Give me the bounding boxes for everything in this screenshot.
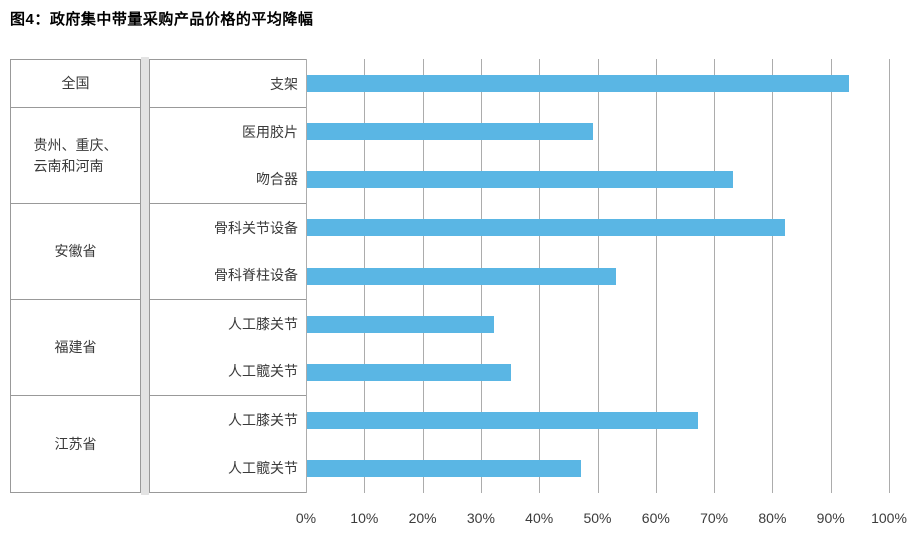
- region-column: 全国贵州、重庆、 云南和河南安徽省福建省江苏省: [10, 59, 141, 493]
- x-tick-label: 0%: [295, 510, 317, 526]
- region-label-line: 安徽省: [54, 243, 97, 259]
- region-cell: 全国: [11, 60, 140, 108]
- product-label: 人工髋关节: [228, 460, 298, 476]
- region-cell: 安徽省: [11, 204, 140, 300]
- product-cell: 骨科关节设备 骨科脊柱设备: [150, 204, 306, 300]
- product-cell: 人工膝关节人工髋关节: [150, 300, 306, 396]
- product-label: 人工膝关节: [228, 412, 298, 428]
- region-cell: 贵州、重庆、 云南和河南: [11, 108, 140, 204]
- bar: [307, 460, 581, 478]
- region-label: 全国: [62, 73, 90, 94]
- bar: [307, 315, 494, 333]
- product-label: 骨科关节设备: [214, 219, 298, 236]
- x-tick-label: 80%: [758, 510, 787, 526]
- x-tick-label: 100%: [871, 510, 907, 526]
- product-label: 骨科脊柱设备: [214, 267, 298, 284]
- bar: [307, 267, 616, 285]
- gridline: [772, 59, 774, 493]
- region-label-line: 江苏省: [54, 435, 97, 452]
- product-label: 支架: [270, 75, 298, 92]
- x-tick-label: 90%: [816, 510, 845, 526]
- product-cell: 人工膝关节人工髋关节: [150, 396, 306, 492]
- bar: [307, 74, 850, 92]
- bar: [307, 219, 786, 237]
- x-tick-label: 40%: [525, 510, 554, 526]
- product-label: 医用胶片: [242, 123, 298, 140]
- x-tick-label: 30%: [466, 510, 495, 526]
- bar: [307, 171, 733, 189]
- chart-title: 图4：政府集中带量采购产品价格的平均降幅: [10, 11, 314, 28]
- region-label-line: 全国: [61, 75, 90, 91]
- product-cell: 支架: [150, 60, 306, 108]
- gridline: [889, 59, 890, 493]
- region-label: 福建省: [55, 337, 97, 358]
- gridline: [306, 59, 307, 493]
- column-spacer: [141, 57, 149, 495]
- x-tick-label: 60%: [641, 510, 670, 526]
- region-label-line: 福建省: [54, 339, 97, 355]
- region-cell: 福建省: [11, 300, 140, 396]
- gridline: [714, 59, 716, 493]
- bar: [307, 122, 593, 140]
- region-cell: 江苏省: [11, 396, 140, 492]
- bar: [307, 363, 512, 381]
- product-cell: 医用胶片吻合器: [150, 108, 306, 204]
- x-axis: 0% 10% 20% 30% 40% 50% 60% 70% 80% 90% 100%: [296, 510, 916, 532]
- plot-area: [306, 59, 890, 493]
- region-label: 贵州、重庆、 云南和河南: [34, 135, 118, 177]
- x-tick-label: 10%: [350, 510, 379, 526]
- region-label-line: 贵州、重庆、: [33, 136, 118, 153]
- x-tick-label: 20%: [408, 510, 437, 526]
- region-label: 安徽省: [55, 241, 97, 262]
- gridline: [655, 59, 657, 493]
- product-label: 人工膝关节: [228, 315, 298, 332]
- region-label: 江苏省: [55, 434, 97, 455]
- bar: [307, 412, 698, 430]
- product-label: 人工髋关节: [228, 363, 298, 380]
- gridline: [830, 59, 832, 493]
- x-tick-label: 70%: [700, 510, 729, 526]
- x-tick-label: 50%: [583, 510, 612, 526]
- product-label: 吻合器: [256, 171, 298, 188]
- region-label-line: 云南和河南: [33, 157, 104, 174]
- product-column: 支架 医用胶片 吻合器 骨科关节设备 骨科脊柱设备 人工膝关节 人工髋关节 人工膝关节 人工髋关…: [149, 59, 307, 493]
